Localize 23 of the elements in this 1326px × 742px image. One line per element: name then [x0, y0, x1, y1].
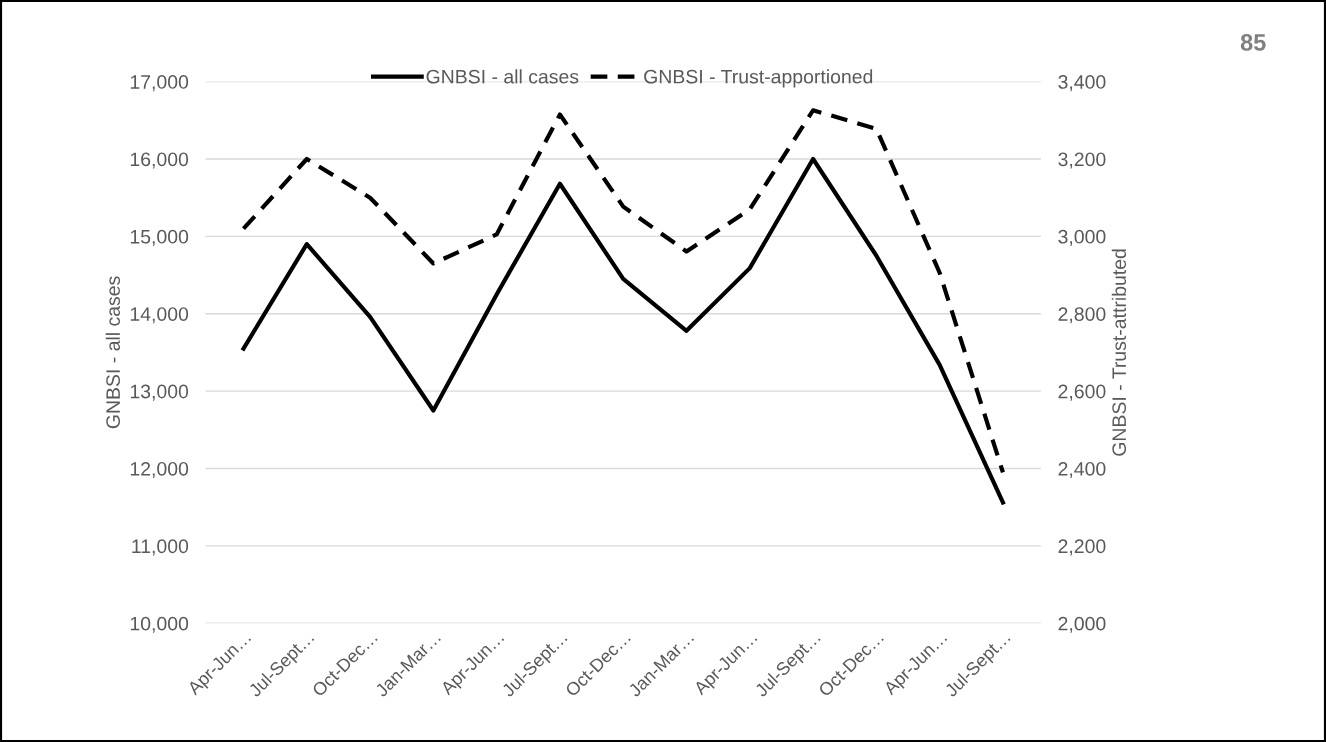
- y-tick-label: 13,000: [130, 384, 189, 401]
- y2-tick-label: 3,200: [1058, 152, 1106, 169]
- y-tick-label: 15,000: [130, 229, 189, 246]
- legend-label: GNBSI - all cases: [426, 69, 579, 84]
- y-tick-label: 10,000: [130, 616, 189, 633]
- y-tick-label: 14,000: [130, 307, 189, 324]
- text: 85: [1240, 34, 1266, 51]
- y-tick-label: 11,000: [132, 539, 189, 556]
- y-tick-label: 16,000: [130, 152, 189, 169]
- y2-tick-label: 2,200: [1058, 539, 1106, 556]
- y2-tick-label: 2,400: [1058, 461, 1106, 479]
- y2-tick-label: 2,000: [1058, 616, 1106, 633]
- y2-tick-label: 2,800: [1058, 307, 1106, 324]
- y2-tick-label: 3,000: [1058, 229, 1106, 246]
- line-series: [241, 108, 1006, 475]
- legend-label: GNBSI - Trust-apportioned: [644, 69, 873, 88]
- y-tick-label: 12,000: [130, 461, 189, 479]
- y-tick-label: 17,000: [130, 75, 189, 92]
- line-series: [241, 156, 1006, 505]
- y-axis-title: GNBSI - all cases: [105, 276, 120, 429]
- y2-tick-label: 3,400: [1058, 75, 1106, 92]
- y2-axis-title: GNBSI - Trust-attributed: [1111, 249, 1127, 456]
- y2-tick-label: 2,600: [1058, 384, 1106, 401]
